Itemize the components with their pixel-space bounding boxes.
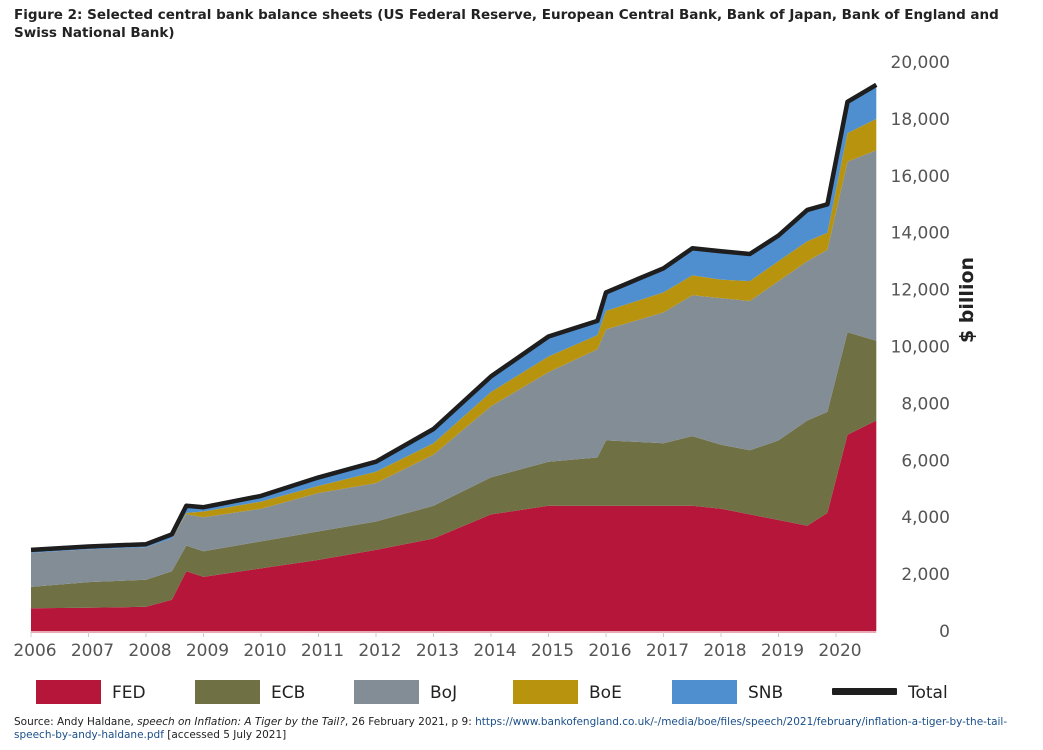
legend-swatch: [195, 680, 260, 704]
y-tick-label: 4,000: [901, 508, 950, 528]
legend-label: SNB: [748, 683, 783, 703]
y-tick-label: 18,000: [891, 110, 950, 130]
legend-swatch: [513, 680, 578, 704]
x-tick-label: 2016: [588, 641, 631, 661]
area-fed: [31, 420, 877, 631]
legend-label: Total: [907, 683, 948, 703]
y-tick-label: 6,000: [901, 451, 950, 471]
y-tick-label: 20,000: [891, 53, 950, 73]
legend-label: BoE: [589, 683, 622, 703]
source-link[interactable]: https://www.bankofengland.co.uk/-/media/…: [14, 716, 1008, 741]
source-suffix: [accessed 5 July 2021]: [163, 729, 287, 741]
y-tick-label: 14,000: [891, 224, 950, 244]
x-tick-label: 2008: [128, 641, 171, 661]
y-axis-label: $ billion: [956, 257, 978, 343]
source-speech-title: speech on Inflation: A Tiger by the Tail…: [137, 716, 345, 728]
x-tick-label: 2018: [703, 641, 746, 661]
x-tick-label: 2013: [416, 641, 459, 661]
legend-swatch: [354, 680, 419, 704]
legend-item-snb: SNB: [672, 680, 783, 704]
x-tick-label: 2019: [761, 641, 804, 661]
x-tick-label: 2009: [186, 641, 229, 661]
x-tick-label: 2010: [243, 641, 286, 661]
x-tick-label: 2017: [646, 641, 689, 661]
area-boj: [31, 150, 877, 587]
legend-item-boj: BoJ: [354, 680, 457, 704]
legend-swatch: [36, 680, 101, 704]
x-tick-label: 2015: [531, 641, 574, 661]
x-tick-label: 2020: [818, 641, 861, 661]
x-tick-label: 2012: [358, 641, 401, 661]
legend-swatch: [672, 680, 737, 704]
line-total: [30, 82, 878, 553]
source-middle: , 26 February 2021, p 9:: [344, 716, 476, 728]
x-tick-label: 2006: [13, 641, 56, 661]
y-tick-label: 8,000: [901, 394, 950, 414]
legend-label: FED: [112, 683, 146, 703]
area-layer: [31, 84, 877, 631]
y-tick-label: 12,000: [891, 281, 950, 301]
source-note: Source: Andy Haldane, speech on Inflatio…: [14, 716, 1034, 742]
x-tick-label: 2007: [71, 641, 114, 661]
legend-item-fed: FED: [36, 680, 146, 704]
y-tick-label: 10,000: [891, 338, 950, 358]
figure-title: Figure 2: Selected central bank balance …: [14, 7, 999, 41]
y-tick-label: 0: [939, 622, 950, 642]
y-axis: 0 2,000 4,000 6,000 8,000 10,000 12,000 14,000 1…: [891, 53, 950, 642]
legend-item-boe: BoE: [513, 680, 622, 704]
legend-label: BoJ: [430, 683, 457, 703]
area-ecb: [31, 332, 877, 609]
x-tick-label: 2011: [301, 641, 344, 661]
legend-item-ecb: ECB: [195, 680, 305, 704]
total-line-layer: [30, 82, 878, 553]
x-axis: 2006 2007 2008 2009 2010 2011 2012 2013 2014 2015…: [13, 631, 877, 661]
y-tick-label: 16,000: [891, 167, 950, 187]
legend: FED ECB BoJ BoE SNB Total: [36, 680, 948, 704]
x-tick-label: 2014: [473, 641, 516, 661]
legend-line-swatch: [832, 688, 897, 695]
legend-label: ECB: [271, 683, 305, 703]
source-prefix: Source: Andy Haldane,: [14, 716, 138, 728]
legend-item-total: Total: [832, 683, 948, 703]
y-tick-label: 2,000: [901, 565, 950, 585]
